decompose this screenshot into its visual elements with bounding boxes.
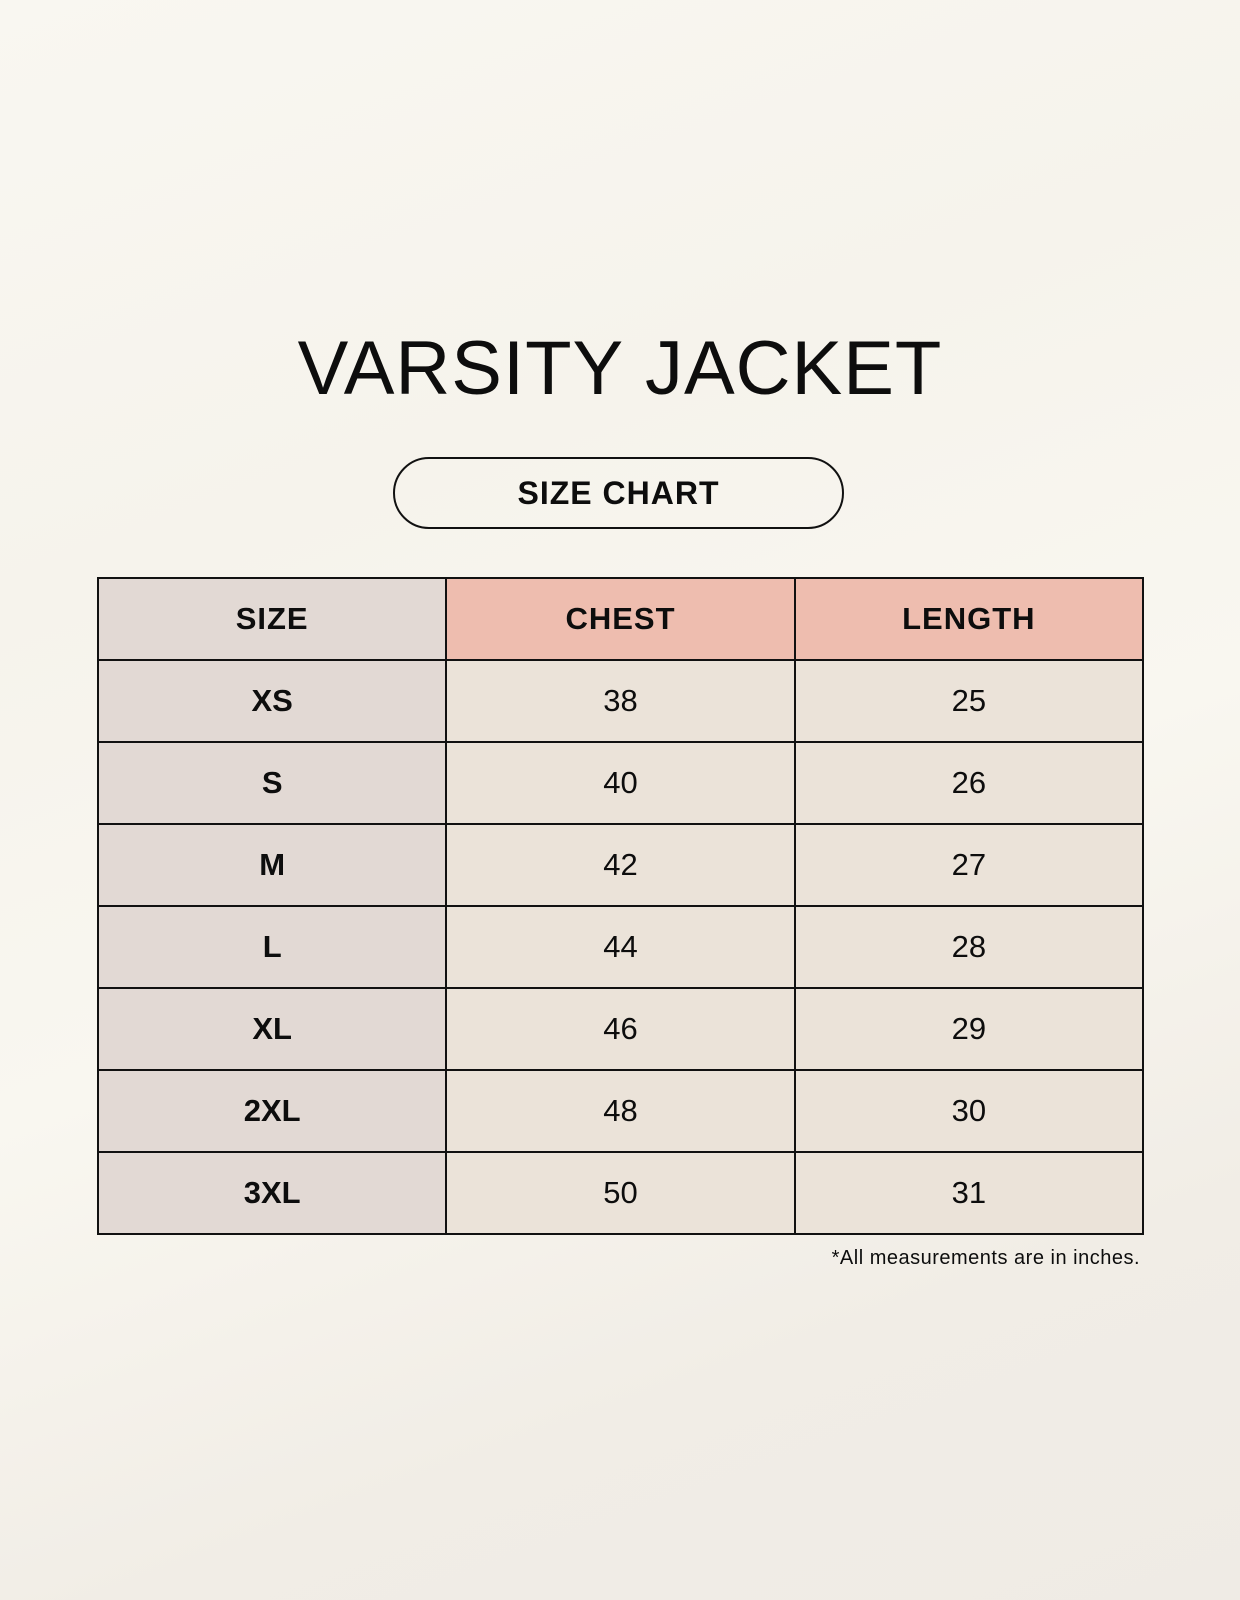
cell-length: 25: [793, 659, 1145, 743]
table-row: 3XL 50 31: [96, 1151, 1145, 1235]
header-length: LENGTH: [793, 577, 1145, 661]
cell-size: S: [96, 741, 448, 825]
table-row: M 42 27: [96, 823, 1145, 907]
table-row: 2XL 48 30: [96, 1069, 1145, 1153]
table-row: L 44 28: [96, 905, 1145, 989]
table-row: XS 38 25: [96, 659, 1145, 743]
cell-size: 2XL: [96, 1069, 448, 1153]
measurement-note: *All measurements are in inches.: [831, 1247, 1140, 1269]
cell-size: 3XL: [96, 1151, 448, 1235]
size-chart-badge: SIZE CHART: [393, 457, 844, 529]
cell-size: L: [96, 905, 448, 989]
header-chest: CHEST: [445, 577, 796, 661]
cell-length: 31: [793, 1151, 1145, 1235]
cell-chest: 42: [445, 823, 796, 907]
cell-length: 28: [793, 905, 1145, 989]
cell-chest: 50: [445, 1151, 796, 1235]
cell-size: M: [96, 823, 448, 907]
table-row: XL 46 29: [96, 987, 1145, 1071]
cell-chest: 40: [445, 741, 796, 825]
table-header-row: SIZE CHEST LENGTH: [96, 577, 1145, 661]
cell-length: 27: [793, 823, 1145, 907]
cell-length: 29: [793, 987, 1145, 1071]
cell-size: XL: [96, 987, 448, 1071]
cell-chest: 38: [445, 659, 796, 743]
header-size: SIZE: [96, 577, 448, 661]
cell-size: XS: [96, 659, 448, 743]
cell-length: 26: [793, 741, 1145, 825]
cell-length: 30: [793, 1069, 1145, 1153]
size-table: SIZE CHEST LENGTH XS 38 25 S 40 26 M 42 27 L 44 28 X…: [96, 577, 1145, 1235]
page-title: VARSITY JACKET: [297, 326, 943, 411]
table-row: S 40 26: [96, 741, 1145, 825]
cell-chest: 46: [445, 987, 796, 1071]
cell-chest: 44: [445, 905, 796, 989]
cell-chest: 48: [445, 1069, 796, 1153]
